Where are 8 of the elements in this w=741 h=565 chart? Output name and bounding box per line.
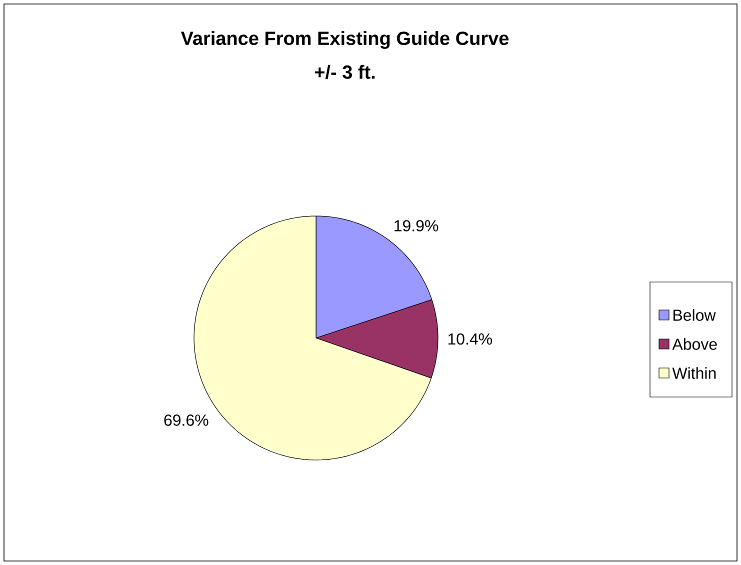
data-label: 69.6% [164,414,208,426]
legend-label: Within [672,367,716,379]
data-label: 19.9% [394,220,438,232]
chart-title: Variance From Existing Guide Curve [180,31,509,49]
data-label: 10.4% [448,333,492,345]
legend-label: Above [672,338,717,350]
chart-subtitle: +/- 3 ft. [314,64,375,80]
legend-label: Below [674,309,716,321]
